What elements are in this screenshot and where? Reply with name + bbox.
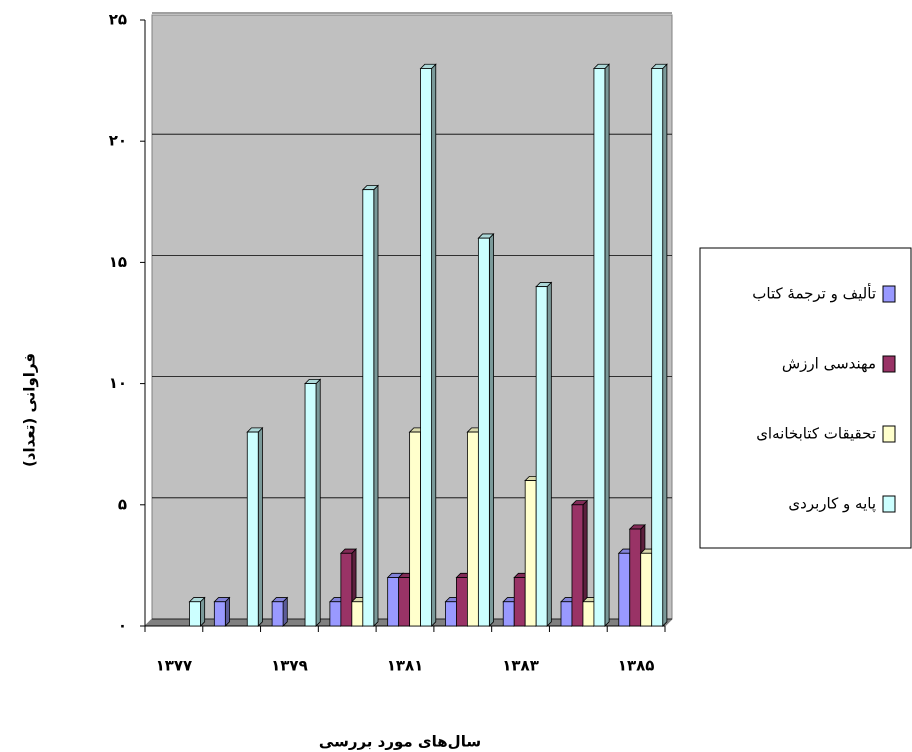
y-tick-label: ۱۵ xyxy=(109,253,127,271)
bar xyxy=(420,68,432,627)
bar-side xyxy=(546,281,552,627)
legend-label: تحقیقات کتابخانه‌ای xyxy=(756,425,876,443)
bar xyxy=(618,552,631,627)
bar-side xyxy=(373,184,379,627)
bar xyxy=(513,577,526,627)
bar xyxy=(189,601,201,627)
bar xyxy=(651,68,664,627)
bar xyxy=(409,431,422,627)
bar xyxy=(477,237,490,627)
x-tick-label: ۱۳۸۵ xyxy=(618,657,655,675)
x-axis-title: سال‌های مورد بررسی xyxy=(319,733,481,751)
bar xyxy=(456,577,468,627)
bar xyxy=(398,577,411,627)
y-tick-label: ۲۵ xyxy=(109,11,127,29)
bar-side xyxy=(257,426,263,627)
y-tick-label: ۵ xyxy=(118,495,127,513)
bar xyxy=(466,431,479,627)
bar xyxy=(571,504,584,627)
legend-swatch xyxy=(882,495,896,513)
bar-side xyxy=(282,596,288,627)
bar xyxy=(387,577,400,627)
legend-label: تألیف و ترجمهٔ کتاب xyxy=(752,283,876,303)
bar-side xyxy=(604,63,610,627)
x-tick-label: ۱۳۸۳ xyxy=(502,657,539,675)
bar xyxy=(560,601,573,627)
y-tick-label: ۱۰ xyxy=(109,374,127,392)
legend xyxy=(699,247,912,549)
bar-side xyxy=(315,378,321,627)
bar xyxy=(246,431,259,627)
y-tick-label: ۲۰ xyxy=(109,132,127,150)
bar xyxy=(445,601,457,627)
bar xyxy=(629,528,642,627)
bar xyxy=(502,601,515,627)
bar xyxy=(535,286,548,627)
bar-side xyxy=(200,596,206,627)
bar-side xyxy=(224,596,230,627)
bar xyxy=(213,601,226,627)
bar xyxy=(304,383,317,627)
bar xyxy=(582,601,595,627)
legend-swatch xyxy=(882,355,896,373)
legend-label: پایه و کاربردی xyxy=(788,495,876,514)
bar xyxy=(271,601,284,627)
bar xyxy=(340,552,353,627)
bar-side xyxy=(488,232,494,627)
legend-label: مهندسی ارزش xyxy=(782,355,876,373)
bar xyxy=(351,601,364,627)
legend-swatch xyxy=(882,285,896,303)
legend-swatch xyxy=(882,425,896,443)
bar xyxy=(593,68,606,627)
bar xyxy=(524,480,537,627)
y-axis-title: فراوانی (تعداد) xyxy=(21,353,39,467)
bar xyxy=(329,601,342,627)
bar-side xyxy=(662,63,668,627)
x-tick-label: ۱۳۷۷ xyxy=(156,657,193,675)
bar-side xyxy=(431,63,437,627)
y-tick-label: ۰ xyxy=(118,617,127,635)
bar xyxy=(640,552,653,627)
x-tick-label: ۱۳۷۹ xyxy=(271,657,308,675)
bar xyxy=(362,189,375,627)
x-tick-label: ۱۳۸۱ xyxy=(387,657,424,675)
